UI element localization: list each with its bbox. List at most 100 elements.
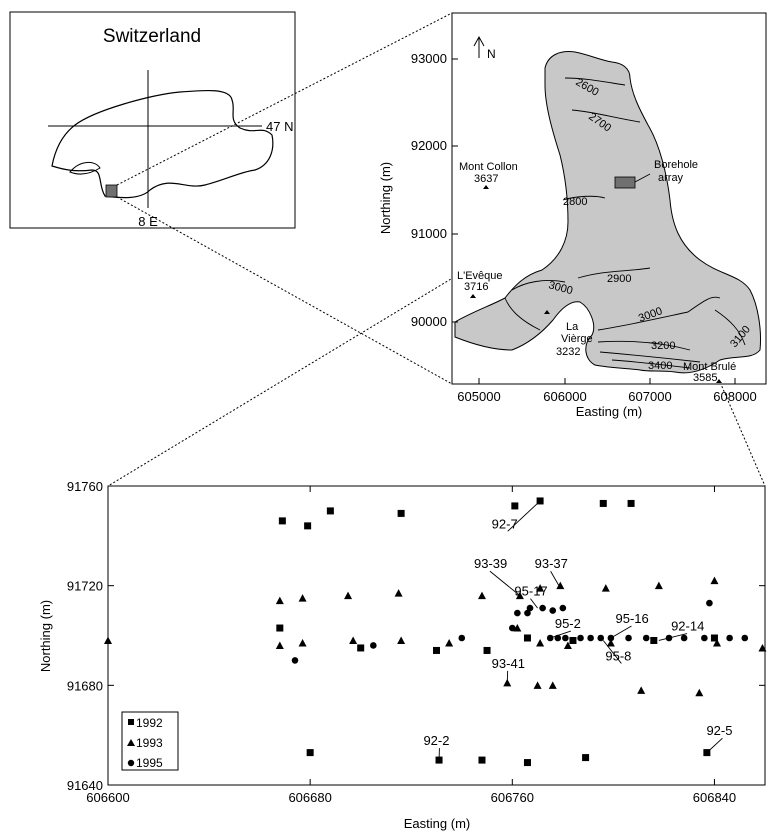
point-1993 <box>548 681 557 689</box>
point-1993 <box>654 581 663 590</box>
point-1992 <box>304 522 312 530</box>
point-1993 <box>275 596 284 605</box>
point-1992 <box>478 756 486 764</box>
point-1995 <box>587 634 594 642</box>
point-1993 <box>563 641 572 649</box>
y-tick-label: 91760 <box>67 479 103 494</box>
point-1995 <box>549 607 557 614</box>
point-1995 <box>559 604 567 612</box>
point-1992 <box>650 636 658 644</box>
point-1995 <box>458 634 466 642</box>
point-1993 <box>477 591 486 600</box>
array-leader <box>634 173 651 183</box>
point-1995 <box>625 634 632 642</box>
point-1993 <box>298 638 307 647</box>
point-1993 <box>710 576 719 585</box>
contour-label: 2900 <box>607 273 631 285</box>
point-1993 <box>344 591 353 600</box>
point-1995 <box>577 634 584 642</box>
point-1993 <box>533 681 542 689</box>
point-1995 <box>665 634 673 642</box>
map-y-tick: 91000 <box>411 226 447 241</box>
map-x-axis-label: Easting (m) <box>576 404 642 419</box>
leader-line <box>107 179 616 487</box>
point-1993 <box>445 638 454 647</box>
peak-elev: 3716 <box>464 281 488 293</box>
point-1993 <box>298 594 307 602</box>
point-1992 <box>276 624 284 632</box>
y-axis-label: Northing (m) <box>38 600 53 672</box>
point-1993 <box>536 638 545 647</box>
peak-icon <box>483 185 489 189</box>
point-1992 <box>435 756 443 764</box>
map-y-axis-label: Northing (m) <box>378 162 393 234</box>
point-1995 <box>726 634 733 642</box>
map-x-tick: 607000 <box>628 389 671 404</box>
peak-mont-collon: Mont Collon 3637 <box>459 161 518 189</box>
point-1992 <box>326 507 334 515</box>
leader-lines <box>107 12 766 487</box>
y-tick-label: 91680 <box>67 678 103 693</box>
peak-leveque: L'Evêque 3716 <box>457 270 503 298</box>
peak-name: Mont Collon <box>459 161 518 173</box>
map-x-tick: 605000 <box>457 389 500 404</box>
point-1995 <box>642 634 650 642</box>
peak-la-vierge: La Vièrge 3232 <box>544 310 593 358</box>
point-1992 <box>357 644 365 652</box>
point-1993 <box>394 589 403 597</box>
point-1993 <box>601 584 610 592</box>
point-1992 <box>523 759 531 767</box>
map-x-tick: 608000 <box>713 389 756 404</box>
point-1992 <box>710 634 718 642</box>
point-1995 <box>526 604 534 612</box>
map-x-tick: 606000 <box>543 389 586 404</box>
contour-line <box>564 77 626 86</box>
point-1992 <box>278 517 286 525</box>
point-1993 <box>397 636 406 644</box>
peak-name-2: Vièrge <box>561 333 593 345</box>
point-1995 <box>539 604 546 612</box>
point-1992 <box>511 502 519 510</box>
peak-elev: 3585 <box>693 372 717 384</box>
point-1993 <box>536 584 545 592</box>
lake-geneva <box>69 162 101 175</box>
point-1992 <box>483 646 491 654</box>
annotation-label: 95-16 <box>615 611 648 626</box>
point-1992 <box>306 749 314 757</box>
point-1992 <box>569 636 577 644</box>
legend-triangle-icon <box>127 739 135 746</box>
inset-frame <box>9 11 296 229</box>
array-label-2: array <box>658 172 684 184</box>
annotation-leader <box>602 640 622 664</box>
annotation-label: 92-14 <box>671 619 704 634</box>
map-x-tick-labels: 605000 606000 607000 608000 <box>457 389 756 404</box>
annotation-leader <box>489 570 521 596</box>
contour-label: 3200 <box>651 340 675 352</box>
annotation-leader <box>610 625 632 639</box>
point-1992 <box>582 754 590 762</box>
glacier-map: 2600 2700 2800 2900 3000 3000 3100 3200 … <box>378 12 767 419</box>
lat-label: 47 N <box>266 119 293 134</box>
contour-label: 3400 <box>648 360 672 372</box>
contour-line <box>504 297 541 331</box>
legend-square-icon <box>128 719 134 725</box>
point-1993 <box>556 581 565 590</box>
point-1992 <box>536 497 544 505</box>
switzerland-inset: Switzerland 47 N 8 E <box>9 11 296 229</box>
contour-line <box>562 195 606 201</box>
contour-line <box>597 296 721 331</box>
point-1995 <box>291 657 299 664</box>
north-arrow-icon: N <box>473 35 496 61</box>
x-axis-label: Easting (m) <box>404 816 470 831</box>
y-tick-label: 91640 <box>67 778 103 793</box>
peak-icon <box>716 379 722 383</box>
annotation-label: 93-37 <box>535 556 568 571</box>
point-1993 <box>637 686 646 694</box>
y-ticks: 91640 91680 91720 91760 <box>67 479 765 793</box>
contour-line <box>571 109 641 123</box>
point-1993 <box>503 678 512 687</box>
plot-frame <box>107 485 766 786</box>
north-label: N <box>487 47 496 61</box>
contour-label: 2800 <box>563 196 587 208</box>
